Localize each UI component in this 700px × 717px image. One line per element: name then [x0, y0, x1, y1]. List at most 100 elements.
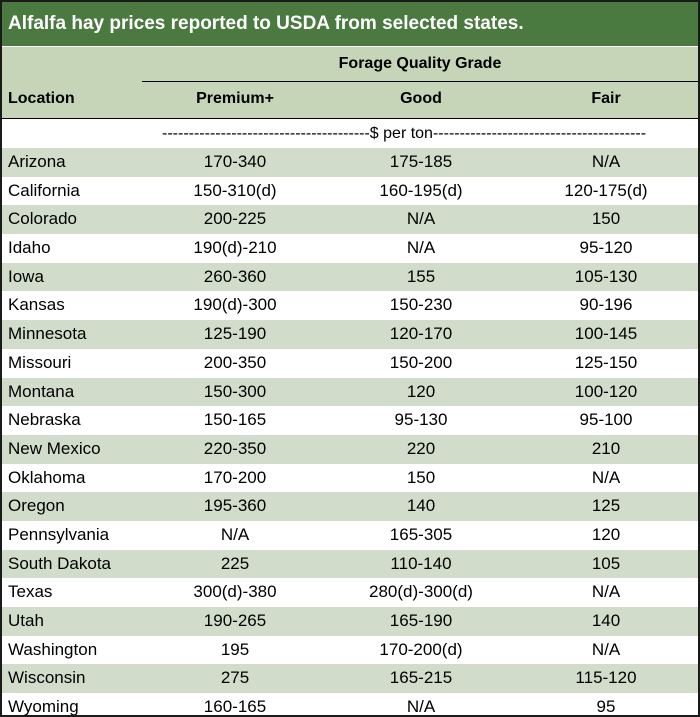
- cell-good: 160-195(d): [379, 180, 463, 200]
- table-row: Missouri 200-350 150-200 125-150: [2, 348, 698, 378]
- cell-fair: 105: [591, 553, 621, 573]
- cell-premium: 260-360: [203, 266, 267, 286]
- table-row: Arizona 170-340 175-185 N/A: [2, 148, 698, 177]
- cell-location: Missouri: [8, 352, 72, 372]
- cell-fair: 95-120: [579, 238, 633, 258]
- cell-good: N/A: [406, 697, 436, 717]
- cell-premium: 195-360: [203, 496, 267, 516]
- cell-premium: 190-265: [203, 611, 267, 630]
- table-row: Kansas 190(d)-300 150-230 90-196: [2, 291, 698, 321]
- cell-premium: 150-165: [203, 410, 267, 430]
- cell-good: 165-190: [389, 611, 453, 630]
- cell-fair: 95: [596, 697, 616, 717]
- cell-fair: 125: [591, 496, 621, 516]
- cell-premium: 195: [220, 639, 250, 659]
- cell-fair: 120-175(d): [564, 180, 648, 200]
- cell-location: Iowa: [8, 266, 44, 286]
- cell-premium: 150-300: [203, 381, 267, 401]
- cell-premium: 200-350: [203, 352, 267, 372]
- unit-row: ---------------------------------------$…: [2, 119, 698, 148]
- cell-good: 120-170: [389, 324, 453, 344]
- cell-good: 165-215: [389, 668, 453, 688]
- cell-fair: 150: [591, 209, 621, 229]
- cell-good: 110-140: [390, 553, 452, 573]
- cell-location: Oregon: [8, 496, 65, 516]
- table-row: Minnesota 125-190 120-170 100-145: [2, 320, 698, 349]
- cell-good: 150: [406, 467, 436, 487]
- cell-fair: 140: [591, 611, 621, 630]
- cell-location: Montana: [8, 381, 75, 401]
- table-row: Wyoming 160-165 N/A 95: [2, 693, 698, 717]
- table-row: Pennsylvania N/A 165-305 120: [2, 520, 698, 550]
- column-header-good: Good: [400, 90, 442, 107]
- cell-location: Minnesota: [8, 324, 87, 344]
- cell-good: 150-200: [389, 352, 453, 372]
- cell-location: Washington: [8, 639, 98, 659]
- cell-fair: N/A: [591, 639, 621, 659]
- cell-premium: 150-310(d): [193, 180, 277, 200]
- table-row: Colorado 200-225 N/A 150: [2, 205, 698, 235]
- cell-location: New Mexico: [8, 438, 101, 458]
- cell-location: Nebraska: [8, 410, 81, 430]
- cell-premium: 225: [220, 553, 250, 573]
- table-row: Iowa 260-360 155 105-130: [2, 262, 698, 292]
- cell-fair: N/A: [591, 152, 621, 171]
- table-row: Texas 300(d)-380 280(d)-300(d) N/A: [2, 578, 698, 607]
- cell-good: 120: [406, 381, 436, 401]
- cell-fair: 100-120: [574, 381, 638, 401]
- column-header-premium: Premium+: [196, 90, 274, 107]
- table-row: Idaho 190(d)-210 N/A 95-120: [2, 234, 698, 263]
- table-row: Montana 150-300 120 100-120: [2, 377, 698, 407]
- cell-location: South Dakota: [8, 553, 112, 573]
- cell-fair: 95-100: [579, 410, 633, 430]
- cell-premium: 190(d)-210: [193, 238, 277, 258]
- table-row: Washington 195 170-200(d) N/A: [2, 635, 698, 665]
- cell-location: Pennsylvania: [8, 524, 110, 544]
- cell-premium: 190(d)-300: [193, 295, 277, 315]
- column-header-location: Location: [8, 90, 75, 107]
- cell-good: 140: [406, 496, 436, 516]
- cell-location: Oklahoma: [8, 467, 86, 487]
- cell-location: Texas: [8, 582, 53, 602]
- cell-premium: 170-340: [203, 152, 267, 171]
- cell-good: 220: [406, 438, 436, 458]
- cell-location: Wyoming: [8, 697, 79, 717]
- table-row: Nebraska 150-165 95-130 95-100: [2, 406, 698, 435]
- cell-good: 155: [406, 266, 436, 286]
- cell-fair: 105-130: [574, 266, 638, 286]
- cell-good: 95-130: [394, 410, 448, 430]
- cell-location: Wisconsin: [8, 668, 86, 688]
- cell-fair: N/A: [591, 467, 621, 487]
- cell-good: 280(d)-300(d): [369, 582, 473, 602]
- cell-good: N/A: [406, 238, 436, 258]
- cell-good: 170-200(d): [379, 639, 463, 659]
- cell-good: 175-185: [389, 152, 453, 171]
- cell-good: 150-230: [389, 295, 453, 315]
- header-divider: [2, 118, 698, 119]
- cell-location: Idaho: [8, 238, 51, 258]
- table-row: New Mexico 220-350 220 210: [2, 434, 698, 464]
- table-row: California 150-310(d) 160-195(d) 120-175(d): [2, 176, 698, 206]
- cell-location: California: [8, 180, 80, 200]
- cell-fair: N/A: [591, 582, 621, 602]
- cell-location: Utah: [8, 611, 44, 630]
- table-body: Arizona 170-340 175-185 N/A California 150-31…: [2, 148, 698, 717]
- cell-premium: 200-225: [203, 209, 267, 229]
- cell-fair: 210: [591, 438, 621, 458]
- cell-premium: N/A: [220, 524, 250, 544]
- cell-location: Colorado: [8, 209, 77, 229]
- cell-fair: 100-145: [574, 324, 638, 344]
- cell-premium: 160-165: [203, 697, 267, 717]
- table-row: Utah 190-265 165-190 140: [2, 607, 698, 636]
- table-row: South Dakota 225 110-140 105: [2, 549, 698, 579]
- column-header-fair: Fair: [591, 90, 621, 107]
- cell-location: Arizona: [8, 152, 66, 171]
- cell-premium: 300(d)-380: [193, 582, 277, 602]
- cell-location: Kansas: [8, 295, 65, 315]
- cell-good: N/A: [406, 209, 436, 229]
- cell-fair: 90-196: [579, 295, 633, 315]
- cell-fair: 120: [591, 524, 621, 544]
- table-title: Alfalfa hay prices reported to USDA from…: [2, 2, 698, 46]
- group-header: Forage Quality Grade: [142, 47, 698, 82]
